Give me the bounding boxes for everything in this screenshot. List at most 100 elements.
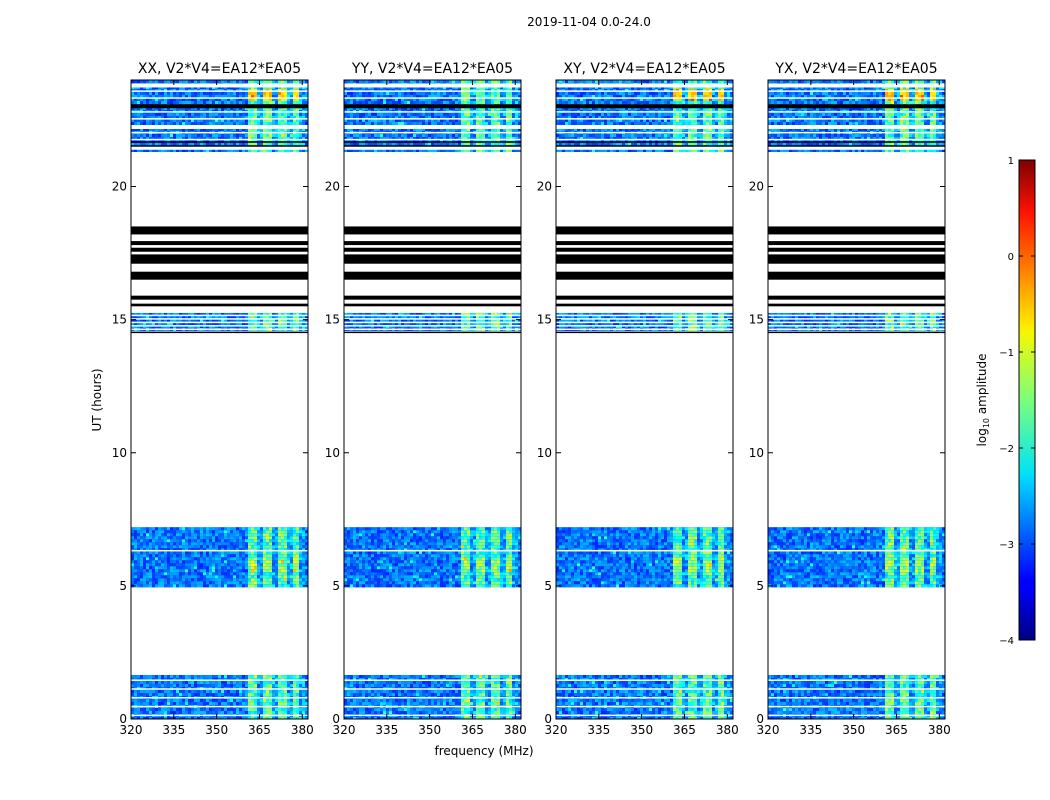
cell bbox=[170, 684, 173, 688]
cell bbox=[179, 551, 182, 555]
cell bbox=[236, 548, 239, 552]
cell bbox=[290, 318, 293, 322]
cell bbox=[263, 119, 266, 122]
cell bbox=[260, 315, 263, 319]
cell bbox=[173, 122, 176, 125]
cell bbox=[518, 690, 521, 694]
cell bbox=[293, 312, 296, 316]
cell bbox=[293, 572, 296, 576]
cell bbox=[302, 554, 305, 558]
cell bbox=[182, 542, 185, 546]
cell bbox=[164, 545, 167, 549]
cell bbox=[410, 684, 413, 688]
cell bbox=[131, 116, 134, 119]
cell bbox=[260, 539, 263, 543]
cell bbox=[287, 119, 290, 122]
cell bbox=[212, 312, 215, 316]
cell bbox=[254, 702, 257, 706]
cell bbox=[287, 699, 290, 703]
cell bbox=[269, 717, 272, 719]
cell bbox=[155, 318, 158, 322]
cell bbox=[212, 572, 215, 576]
cell bbox=[407, 681, 410, 685]
cell bbox=[155, 551, 158, 555]
cell bbox=[221, 675, 224, 679]
cell bbox=[146, 717, 149, 719]
cell bbox=[212, 143, 215, 146]
cell bbox=[476, 699, 479, 703]
cell bbox=[251, 690, 254, 694]
cell bbox=[140, 681, 143, 685]
cell bbox=[146, 321, 149, 325]
cell bbox=[155, 563, 158, 567]
cell bbox=[278, 557, 281, 561]
cell bbox=[185, 527, 188, 531]
cell bbox=[146, 122, 149, 125]
cell bbox=[287, 86, 290, 89]
cell bbox=[386, 702, 389, 706]
cell bbox=[230, 569, 233, 573]
cell bbox=[362, 675, 365, 679]
cell bbox=[203, 581, 206, 585]
cell bbox=[164, 539, 167, 543]
cell bbox=[482, 530, 485, 534]
cell bbox=[191, 527, 194, 531]
cell bbox=[200, 122, 203, 125]
cell bbox=[383, 533, 386, 537]
cell bbox=[167, 116, 170, 119]
cell bbox=[176, 566, 179, 570]
cell bbox=[131, 137, 134, 140]
cell bbox=[260, 675, 263, 679]
cell bbox=[137, 143, 140, 146]
cell bbox=[245, 318, 248, 322]
cell bbox=[362, 536, 365, 540]
cell bbox=[296, 86, 299, 89]
cell bbox=[257, 86, 260, 89]
cell bbox=[221, 542, 224, 546]
cell bbox=[200, 315, 203, 319]
cell bbox=[431, 675, 434, 679]
cell bbox=[131, 101, 134, 104]
cell bbox=[272, 702, 275, 706]
cell bbox=[191, 554, 194, 558]
cell bbox=[134, 113, 137, 116]
cell bbox=[155, 569, 158, 573]
cell bbox=[149, 321, 152, 325]
cell bbox=[179, 318, 182, 322]
cell bbox=[173, 86, 176, 89]
cell bbox=[383, 675, 386, 679]
cell bbox=[227, 98, 230, 101]
cell bbox=[512, 681, 515, 685]
cell bbox=[455, 527, 458, 531]
cell bbox=[398, 708, 401, 712]
cell bbox=[284, 563, 287, 567]
cell bbox=[290, 542, 293, 546]
cell bbox=[437, 527, 440, 531]
cell bbox=[227, 551, 230, 555]
cell bbox=[215, 681, 218, 685]
cell bbox=[305, 315, 308, 319]
cell bbox=[362, 699, 365, 703]
cell bbox=[248, 675, 251, 679]
cell bbox=[152, 321, 155, 325]
cell bbox=[281, 551, 284, 555]
cell bbox=[464, 533, 467, 537]
cell bbox=[182, 95, 185, 98]
cell bbox=[161, 539, 164, 543]
cell bbox=[155, 681, 158, 685]
cell bbox=[131, 557, 134, 561]
cell bbox=[401, 675, 404, 679]
cell bbox=[158, 542, 161, 546]
cell bbox=[146, 708, 149, 712]
cell bbox=[155, 143, 158, 146]
cell bbox=[263, 578, 266, 582]
cell bbox=[233, 717, 236, 719]
cell bbox=[182, 581, 185, 585]
cell bbox=[152, 122, 155, 125]
cell bbox=[161, 315, 164, 319]
cell bbox=[269, 539, 272, 543]
cell bbox=[203, 86, 206, 89]
cell bbox=[347, 536, 350, 540]
cell bbox=[224, 560, 227, 564]
cell bbox=[455, 711, 458, 715]
